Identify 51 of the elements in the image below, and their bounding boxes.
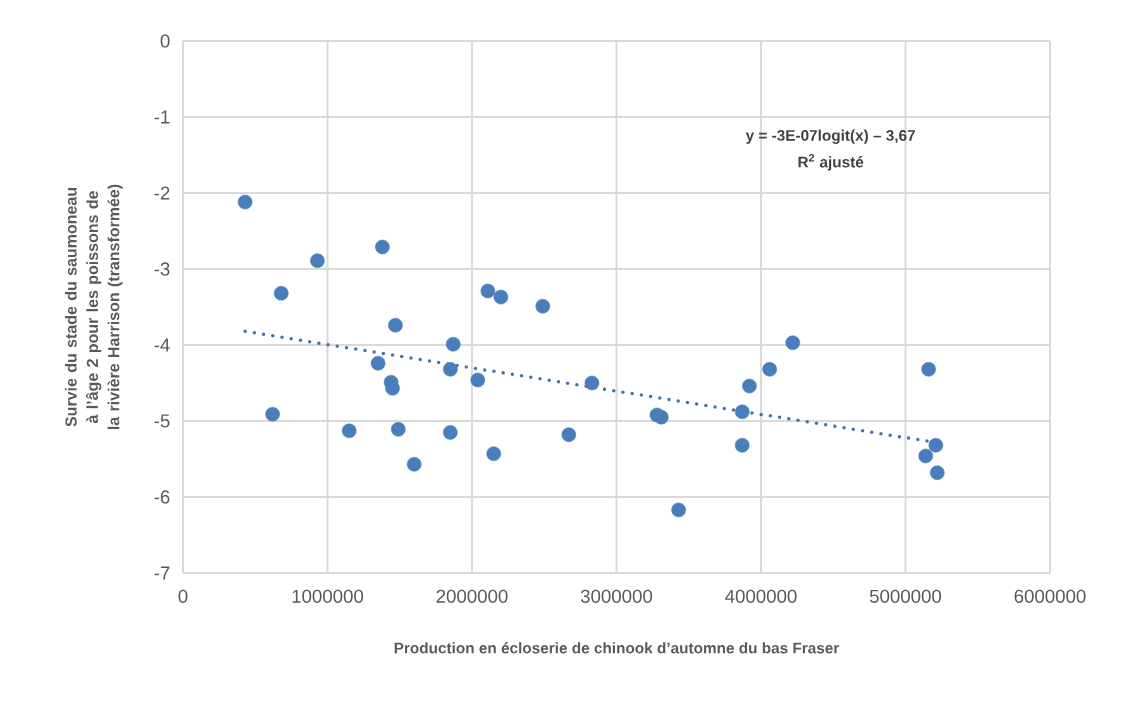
y-tick-label: -5: [154, 414, 170, 428]
point: [918, 448, 933, 464]
point: [388, 317, 403, 333]
point: [486, 446, 501, 461]
point: [470, 372, 486, 388]
point: [493, 289, 509, 305]
annotation: R$^{2}$ ajusté: [798, 154, 864, 171]
point: [443, 362, 458, 377]
point: [273, 286, 289, 301]
y-tick-label: -6: [154, 490, 170, 504]
point: [341, 423, 357, 439]
point: [391, 422, 406, 437]
point: [734, 404, 750, 420]
x-tick-label: 0: [178, 589, 188, 603]
y-axis-title: Survie du stade du saumoneau à l’âge 2 pour les poissons de la rivière Harrison (transformée): [64, 184, 123, 430]
x-tick-label: 1000000: [292, 589, 364, 603]
y-tick-label: -2: [154, 186, 170, 200]
point: [762, 362, 777, 377]
point: [406, 457, 422, 472]
point: [671, 502, 686, 518]
point: [385, 381, 400, 396]
point: [237, 194, 253, 210]
point: [930, 465, 945, 480]
y-tick-label: -1: [154, 110, 170, 124]
point: [654, 409, 669, 425]
point: [561, 427, 577, 442]
point: [443, 425, 458, 440]
annotation: y = -3E-07logit(x) – 3,67: [745, 129, 915, 144]
x-tick-label: 3000000: [580, 589, 653, 603]
y-tick-label: 0: [160, 34, 170, 48]
point: [928, 438, 944, 453]
y-tick-label: -3: [154, 262, 170, 276]
y-tick-label: -4: [154, 338, 170, 352]
point: [734, 438, 750, 453]
point: [370, 355, 386, 371]
x-tick-label: 2000000: [436, 589, 508, 603]
y-tick-label: -7: [154, 566, 170, 580]
x-axis-title: Production en écloserie de chinook d’automne du bas Fraser: [394, 642, 840, 654]
x-tick-label: 4000000: [725, 589, 797, 603]
x-tick-label: 6000000: [1014, 589, 1086, 603]
point: [535, 298, 551, 314]
point: [375, 239, 390, 255]
point: [785, 335, 801, 350]
point: [921, 362, 936, 377]
point: [445, 336, 461, 352]
point: [742, 378, 757, 394]
x-tick-label: 5000000: [869, 589, 942, 603]
point: [265, 406, 280, 422]
point: [480, 283, 496, 299]
point: [310, 253, 325, 268]
point: [584, 375, 600, 391]
